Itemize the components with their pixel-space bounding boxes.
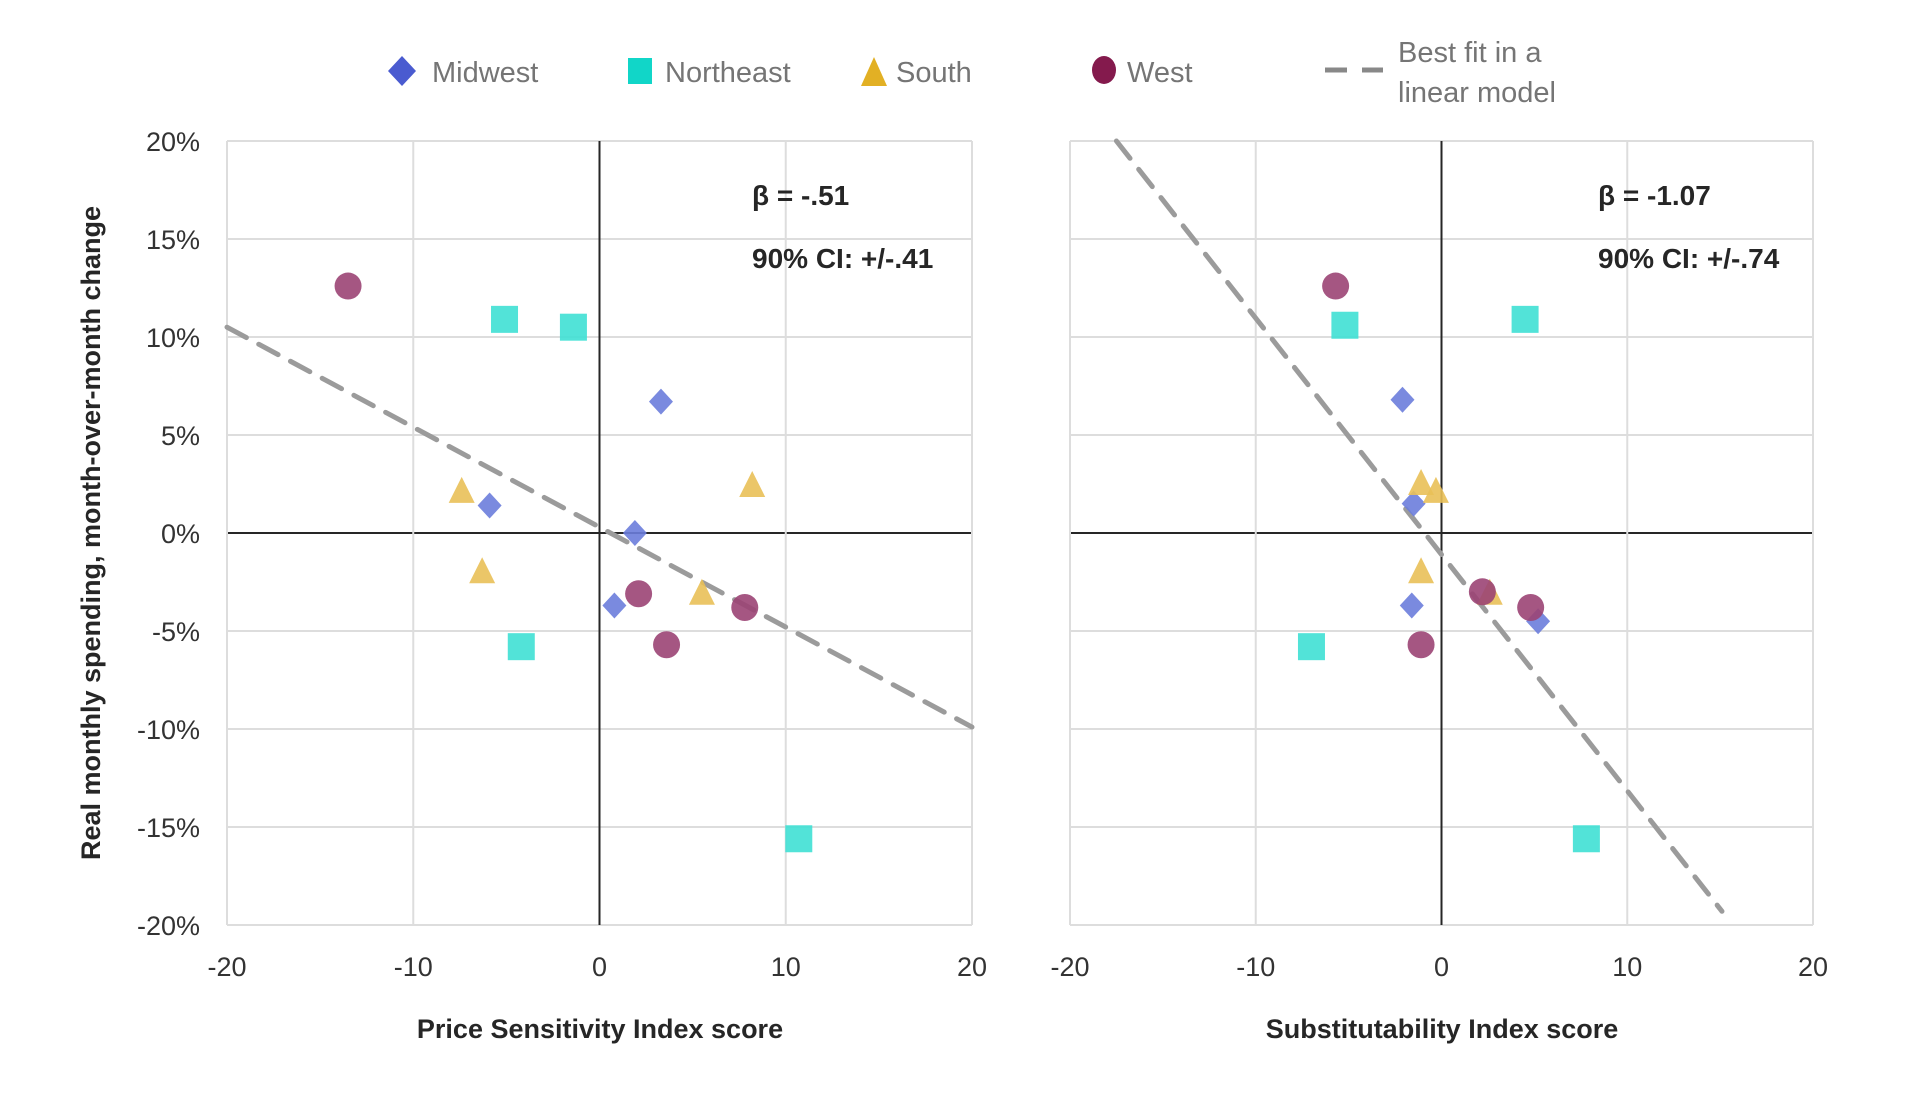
point-west: [1322, 272, 1350, 300]
points-layer: [334, 272, 813, 853]
x-tick-label: -10: [394, 952, 433, 982]
best-fit-line: [1113, 138, 1725, 914]
x-tick-label: -10: [1236, 952, 1275, 982]
y-tick-label: -15%: [137, 813, 200, 843]
y-tick-label: 15%: [146, 225, 200, 255]
y-tick-label: 0%: [161, 519, 200, 549]
point-south: [1408, 557, 1435, 584]
point-northeast: [1511, 305, 1539, 333]
best-fit-line: [224, 324, 975, 730]
legend-northeast-square-icon: [628, 58, 652, 84]
point-midwest: [1390, 386, 1415, 413]
y-tick-label: 20%: [146, 127, 200, 157]
x-axis-title-left: Price Sensitivity Index score: [417, 1014, 783, 1044]
point-west: [653, 631, 681, 659]
point-northeast: [785, 825, 813, 853]
point-west: [1407, 631, 1435, 659]
legend-label-fit-line1: Best fit in a: [1398, 37, 1542, 69]
fit-line-layer: [224, 324, 975, 730]
grid: [226, 140, 973, 926]
point-south: [469, 557, 496, 584]
point-northeast: [491, 305, 519, 333]
point-midwest: [602, 592, 627, 619]
grid: [1069, 140, 1814, 926]
legend-label-west: West: [1127, 57, 1193, 89]
point-midwest: [622, 520, 647, 546]
y-tick-label: -20%: [137, 911, 200, 941]
point-south: [688, 578, 715, 605]
point-south: [1408, 469, 1435, 496]
point-west: [731, 593, 759, 621]
point-northeast: [1331, 311, 1359, 339]
legend: Midwest Northeast South West Best fit in…: [388, 37, 1556, 109]
beta-annotation: β = -1.07: [1598, 180, 1711, 211]
point-northeast: [559, 313, 587, 341]
panel-substitutability: -20 -10 0 10 20 β = -1.07 90% CI: +/-.74 Sub…: [1050, 138, 1828, 1044]
point-south: [448, 476, 475, 503]
point-south: [739, 471, 766, 497]
legend-midwest-diamond-icon: [388, 56, 416, 86]
y-tick-label: 5%: [161, 421, 200, 451]
panel-price-sensitivity: -20 -10 0 10 2020%15%10%5%0%-5%-10%-15%-20% …: [137, 127, 987, 1044]
x-tick-label: 10: [771, 952, 801, 982]
point-south: [1422, 476, 1449, 503]
ci-annotation: 90% CI: +/-.74: [1598, 243, 1780, 274]
point-west: [334, 272, 362, 300]
points-layer: [1297, 272, 1600, 853]
x-tick-label: 0: [1434, 952, 1449, 982]
point-midwest: [477, 492, 502, 519]
fit-line-layer: [1113, 138, 1725, 914]
y-tick-label: -5%: [152, 617, 200, 647]
ci-annotation: 90% CI: +/-.41: [752, 243, 933, 274]
y-tick-label: -10%: [137, 715, 200, 745]
beta-annotation: β = -.51: [752, 180, 849, 211]
legend-label-midwest: Midwest: [432, 57, 538, 89]
legend-label-south: South: [896, 57, 972, 89]
point-west: [1517, 593, 1545, 621]
point-midwest: [1399, 592, 1424, 619]
y-tick-label: 10%: [146, 323, 200, 353]
x-tick-label: 10: [1612, 952, 1642, 982]
x-tick-label: -20: [1050, 952, 1089, 982]
ticks-layer: -20 -10 0 10 20: [1050, 952, 1828, 982]
legend-label-fit-line2: linear model: [1398, 77, 1556, 109]
x-tick-label: 0: [592, 952, 607, 982]
point-west: [1468, 578, 1496, 606]
point-midwest: [1401, 490, 1426, 517]
point-northeast: [1297, 633, 1325, 661]
legend-west-circle-icon: [1092, 56, 1116, 84]
legend-south-triangle-icon: [861, 57, 887, 86]
x-tick-label: -20: [207, 952, 246, 982]
y-axis-title: Real monthly spending, month-over-month …: [76, 206, 106, 860]
point-midwest: [648, 388, 673, 415]
point-west: [625, 580, 653, 608]
point-northeast: [507, 633, 535, 661]
point-northeast: [1572, 825, 1600, 853]
legend-label-northeast: Northeast: [665, 57, 791, 89]
x-tick-label: 20: [957, 952, 987, 982]
x-axis-title-right: Substitutability Index score: [1266, 1014, 1619, 1044]
ticks-layer: -20 -10 0 10 20 20% 15% 10% 5% 0% -5% -10% -15% -20%: [137, 127, 987, 982]
x-tick-label: 20: [1798, 952, 1828, 982]
